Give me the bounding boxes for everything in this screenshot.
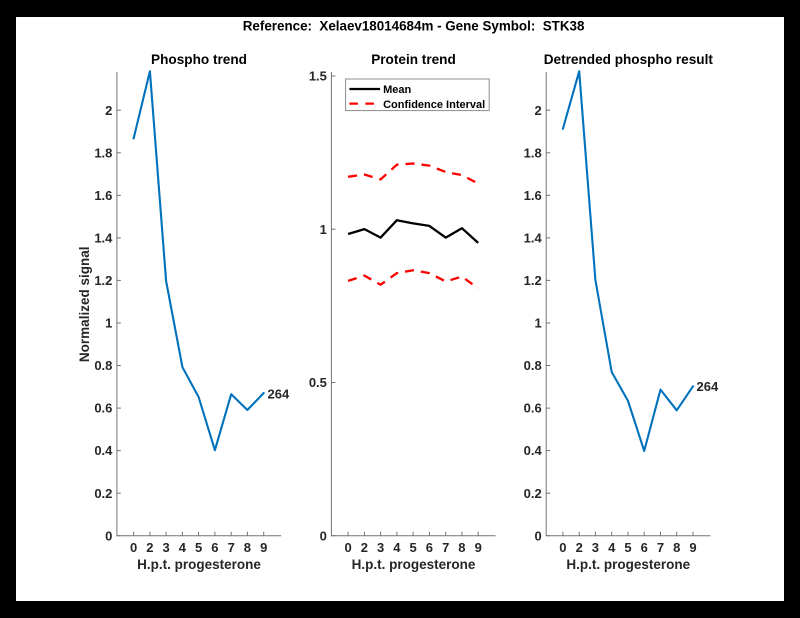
svg-text:8: 8 <box>458 540 465 555</box>
svg-text:Confidence Interval: Confidence Interval <box>383 99 485 111</box>
svg-text:Detrended phospho result: Detrended phospho result <box>544 52 714 67</box>
svg-text:H.p.t. progesterone: H.p.t. progesterone <box>352 557 476 572</box>
svg-text:9: 9 <box>475 540 482 555</box>
svg-text:9: 9 <box>260 540 267 555</box>
svg-text:7: 7 <box>442 540 449 555</box>
svg-text:1.2: 1.2 <box>94 273 112 288</box>
svg-text:3: 3 <box>377 540 384 555</box>
svg-text:6: 6 <box>211 540 218 555</box>
svg-text:0: 0 <box>534 528 541 543</box>
svg-text:8: 8 <box>244 540 251 555</box>
svg-text:1.4: 1.4 <box>94 231 113 246</box>
svg-text:0.5: 0.5 <box>309 375 327 390</box>
svg-text:0.8: 0.8 <box>94 358 112 373</box>
svg-text:1: 1 <box>105 316 112 331</box>
svg-text:1.8: 1.8 <box>524 145 542 160</box>
svg-text:1: 1 <box>534 316 541 331</box>
svg-text:6: 6 <box>641 540 648 555</box>
svg-text:3: 3 <box>162 540 169 555</box>
svg-text:7: 7 <box>657 540 664 555</box>
svg-text:Mean: Mean <box>383 84 411 96</box>
svg-text:0.2: 0.2 <box>94 486 112 501</box>
svg-text:H.p.t. progesterone: H.p.t. progesterone <box>566 557 690 572</box>
svg-text:0.2: 0.2 <box>524 486 542 501</box>
svg-text:0: 0 <box>320 528 327 543</box>
svg-text:1.5: 1.5 <box>309 69 327 84</box>
svg-text:264: 264 <box>697 379 719 394</box>
svg-text:2: 2 <box>146 540 153 555</box>
svg-text:264: 264 <box>268 386 290 401</box>
svg-text:8: 8 <box>673 540 680 555</box>
svg-text:3: 3 <box>592 540 599 555</box>
svg-text:0.6: 0.6 <box>94 401 112 416</box>
svg-text:0: 0 <box>344 540 351 555</box>
svg-text:1.6: 1.6 <box>94 188 112 203</box>
svg-text:Protein trend: Protein trend <box>371 52 456 67</box>
svg-text:1.6: 1.6 <box>524 188 542 203</box>
svg-text:4: 4 <box>608 540 616 555</box>
svg-text:Normalized signal: Normalized signal <box>77 247 92 363</box>
svg-text:0: 0 <box>130 540 137 555</box>
svg-text:4: 4 <box>179 540 187 555</box>
svg-text:0: 0 <box>105 528 112 543</box>
svg-text:0.4: 0.4 <box>94 443 113 458</box>
svg-text:5: 5 <box>624 540 631 555</box>
svg-text:2: 2 <box>105 103 112 118</box>
svg-text:1: 1 <box>320 222 327 237</box>
svg-text:Reference: Xelaev18014684m -: Reference: Xelaev18014684m - Gene Symbol… <box>243 19 585 34</box>
svg-text:Phospho trend: Phospho trend <box>151 52 247 67</box>
svg-text:6: 6 <box>426 540 433 555</box>
svg-text:9: 9 <box>689 540 696 555</box>
svg-text:7: 7 <box>228 540 235 555</box>
svg-text:5: 5 <box>409 540 416 555</box>
svg-text:0.4: 0.4 <box>524 443 543 458</box>
svg-text:5: 5 <box>195 540 202 555</box>
svg-text:2: 2 <box>534 103 541 118</box>
svg-text:1.8: 1.8 <box>94 145 112 160</box>
svg-text:0.8: 0.8 <box>524 358 542 373</box>
svg-text:2: 2 <box>361 540 368 555</box>
svg-text:0: 0 <box>559 540 566 555</box>
svg-text:4: 4 <box>393 540 401 555</box>
svg-text:1.2: 1.2 <box>524 273 542 288</box>
svg-text:0.6: 0.6 <box>524 401 542 416</box>
svg-text:2: 2 <box>576 540 583 555</box>
svg-text:H.p.t. progesterone: H.p.t. progesterone <box>137 557 261 572</box>
svg-text:1.4: 1.4 <box>524 231 543 246</box>
